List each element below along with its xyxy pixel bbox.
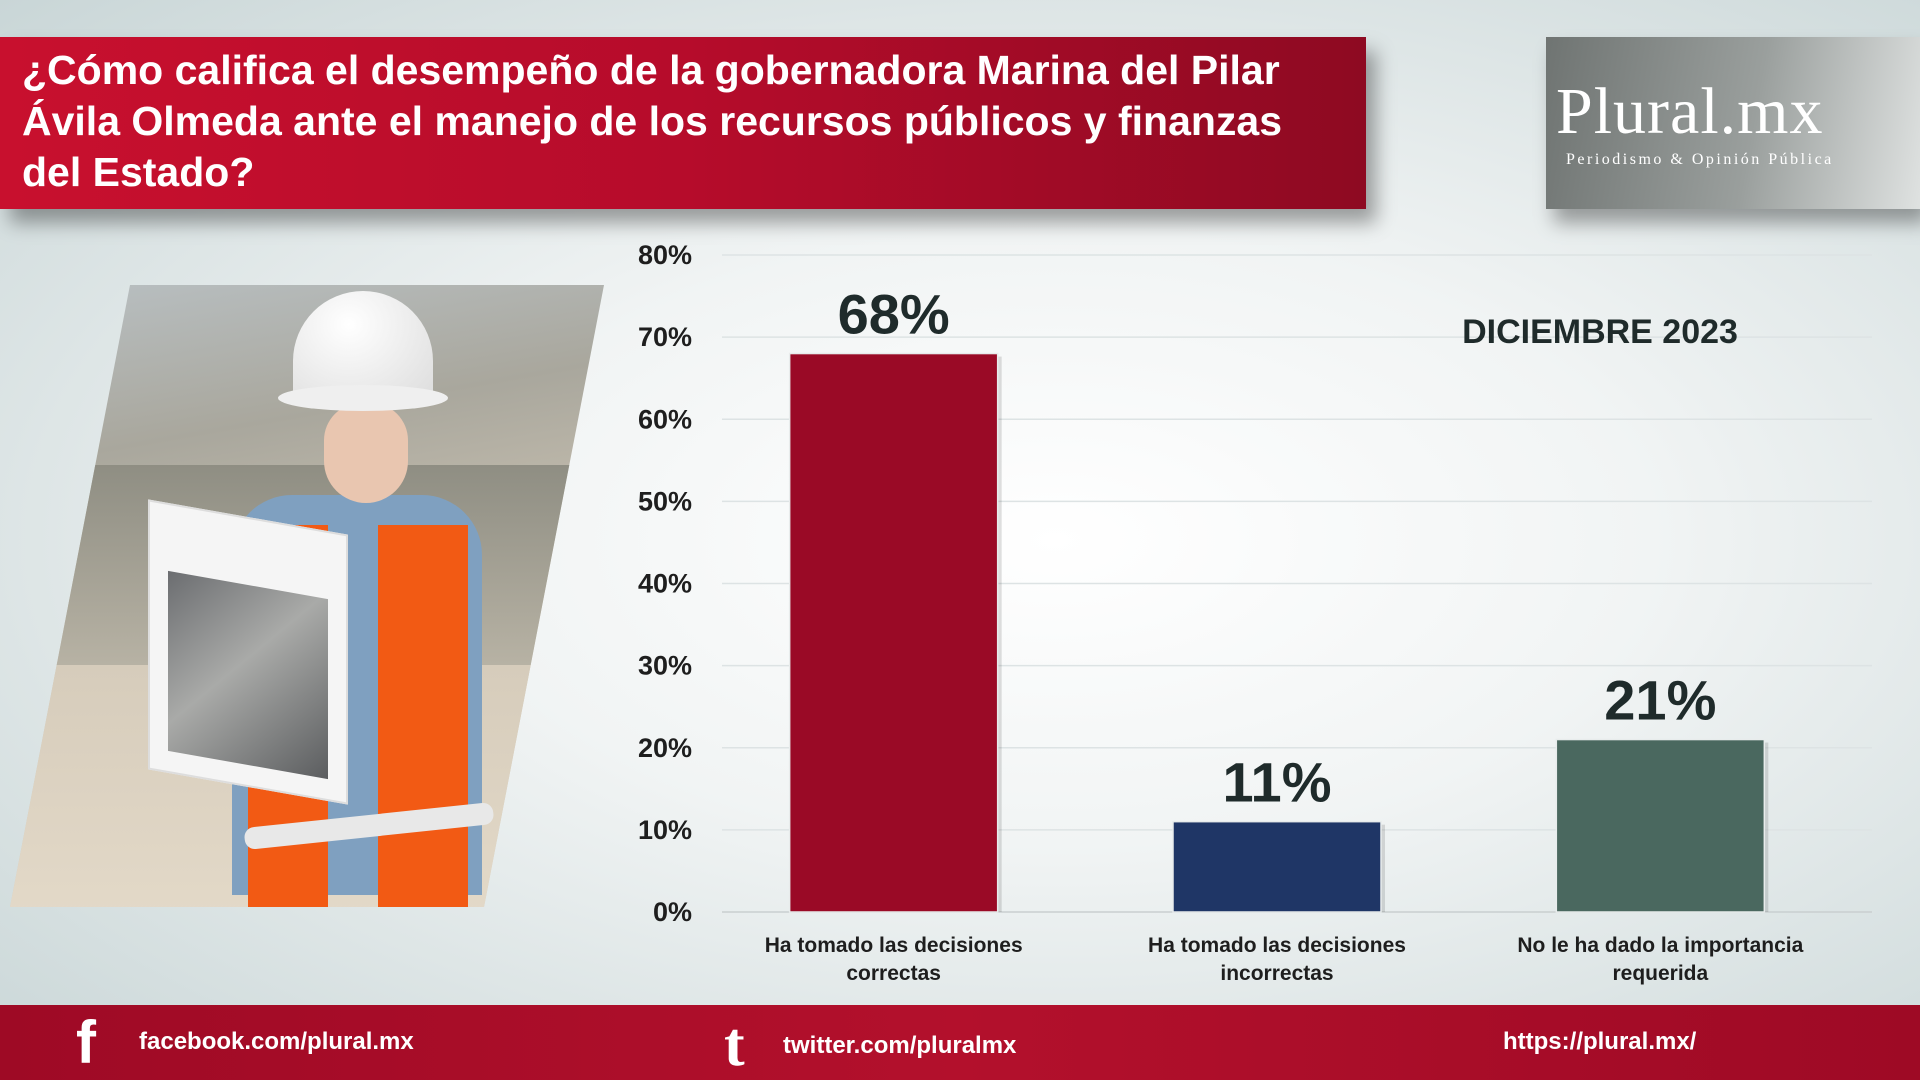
category-label: requerida <box>1612 962 1708 985</box>
bar-chart: 0% 10% 20% 30% 40% 50% 60% 70% 80% DICIEMBRE 2023… <box>638 240 1872 985</box>
title-banner: ¿Cómo califica el desempeño de la gobern… <box>0 37 1366 209</box>
governor-photo <box>10 285 604 907</box>
y-tick-label: 30% <box>638 651 692 681</box>
facebook-icon[interactable]: f <box>76 1009 96 1076</box>
y-tick-label: 10% <box>638 815 692 845</box>
y-tick-label: 50% <box>638 486 692 516</box>
survey-date-label: DICIEMBRE 2023 <box>1462 313 1738 351</box>
website-link[interactable]: https://plural.mx/ <box>1503 1028 1697 1055</box>
logo: Plural.mx Periodismo & Opinión Pública <box>1546 37 1920 209</box>
bar-3 <box>1555 738 1766 913</box>
y-tick-label: 60% <box>638 404 692 434</box>
hard-hat-image <box>293 291 433 403</box>
footer-bar: f facebook.com/plural.mx t twitter.com/p… <box>0 1005 1920 1080</box>
category-label: correctas <box>846 962 941 985</box>
y-tick-label: 0% <box>653 897 692 927</box>
data-label: 21% <box>1604 669 1716 732</box>
category-label: incorrectas <box>1220 962 1333 985</box>
y-tick-label: 70% <box>638 322 692 352</box>
facebook-link[interactable]: facebook.com/plural.mx <box>139 1028 414 1055</box>
data-label: 68% <box>838 283 950 346</box>
data-label: 11% <box>1223 751 1332 814</box>
page-title: ¿Cómo califica el desempeño de la gobern… <box>22 47 1283 195</box>
twitter-link[interactable]: twitter.com/pluralmx <box>783 1032 1017 1059</box>
bar-1 <box>788 352 999 913</box>
twitter-icon[interactable]: t <box>724 1011 745 1079</box>
y-tick-label: 20% <box>638 733 692 763</box>
logo-tagline: Periodismo & Opinión Pública <box>1566 151 1834 168</box>
y-tick-label: 80% <box>638 240 692 270</box>
chart-svg: 0% 10% 20% 30% 40% 50% 60% 70% 80% DICIEMBRE 2023… <box>638 240 1872 985</box>
logo-name: Plural.mx <box>1556 75 1824 148</box>
y-tick-label: 40% <box>638 569 692 599</box>
bar-2 <box>1172 820 1382 913</box>
category-label: No le ha dado la importancia <box>1517 934 1803 957</box>
category-label: Ha tomado las decisiones <box>1148 934 1406 957</box>
category-label: Ha tomado las decisiones <box>765 934 1023 957</box>
